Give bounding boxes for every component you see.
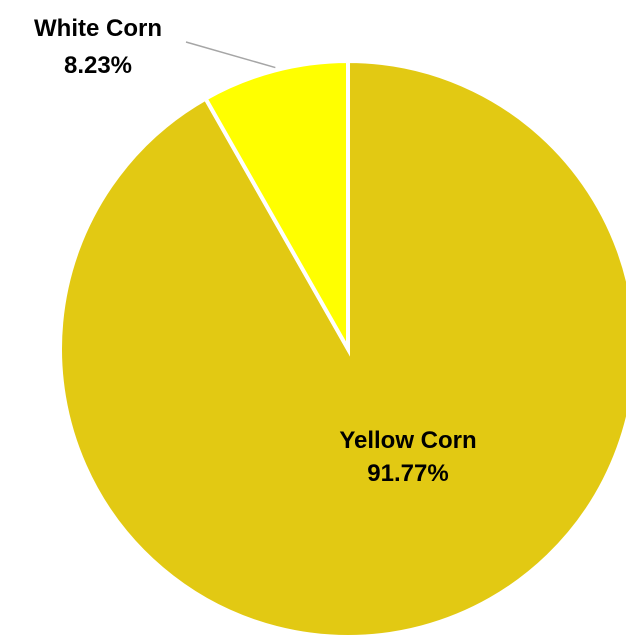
pie-slices <box>58 58 626 635</box>
slice-labels: Yellow Corn 91.77% White Corn 8.23% <box>34 15 477 487</box>
white-corn-slice <box>202 58 350 357</box>
yellow-corn-label: Yellow Corn <box>339 427 476 454</box>
yellow-corn-percent-label: 91.77% <box>367 460 448 487</box>
white-corn-label: White Corn <box>34 15 162 42</box>
white-corn-percent-label: 8.23% <box>64 52 132 79</box>
yellow-corn-slice <box>58 58 626 635</box>
white-corn-leader-line <box>185 41 276 69</box>
